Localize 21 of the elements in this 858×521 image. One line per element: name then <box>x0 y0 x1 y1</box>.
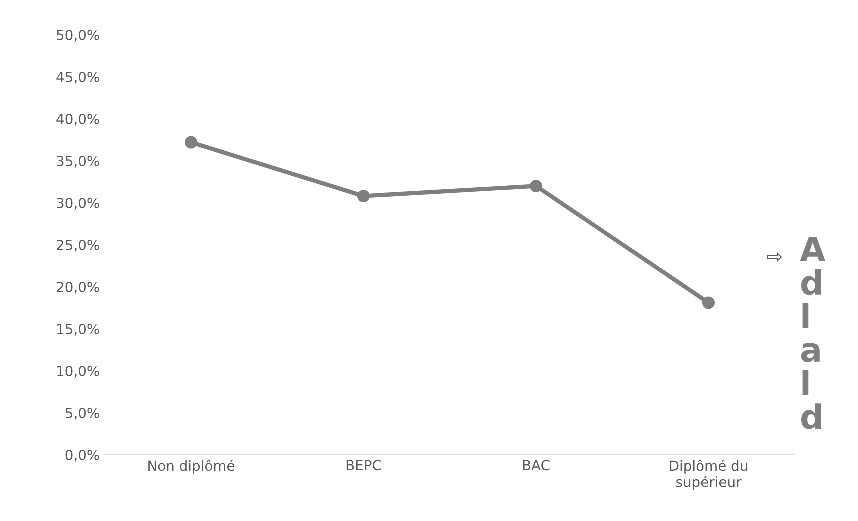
point <box>185 136 198 149</box>
point <box>358 190 370 203</box>
y-tick-label: 40,0% <box>56 114 100 126</box>
y-tick-label: 50,0% <box>57 30 100 42</box>
y-tick-label: 45,0% <box>56 72 100 84</box>
x-tick-label: Diplômé du supérieur <box>670 460 748 490</box>
annotation: ⇨ <box>768 252 782 262</box>
x-tick-label: Non diplômé <box>148 460 235 474</box>
y-tick-label: 25,0% <box>57 240 100 252</box>
y-tick-label: 35,0% <box>57 156 100 168</box>
x-tick-label: BEPC <box>346 460 382 471</box>
y-tick-label: 20,0% <box>57 282 100 294</box>
y-tick-label: 5,0% <box>66 408 100 420</box>
point <box>530 180 542 192</box>
text: A d l a l d <box>800 237 826 430</box>
point <box>702 296 715 310</box>
y-tick-label: 0,0% <box>66 450 100 462</box>
y-tick-label: 15,0% <box>58 324 100 336</box>
y-tick-label: 10,0% <box>58 366 100 378</box>
y-tick-label: 30,0% <box>57 198 100 210</box>
x-tick-label: BAC <box>523 460 550 471</box>
